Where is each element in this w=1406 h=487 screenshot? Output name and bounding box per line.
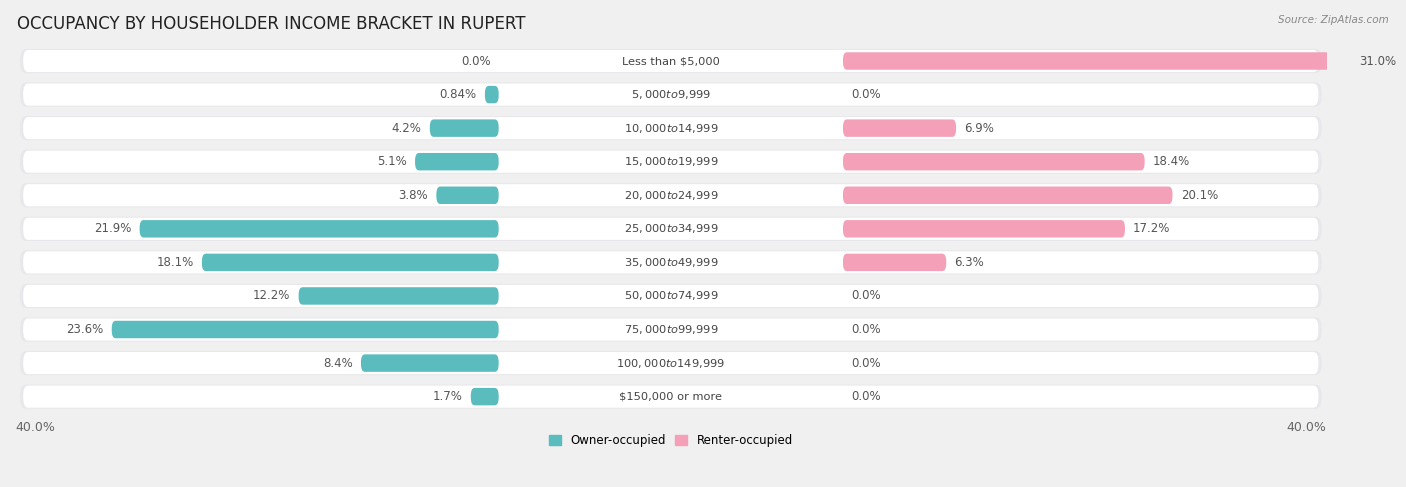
Text: $100,000 to $149,999: $100,000 to $149,999 bbox=[616, 356, 725, 370]
FancyBboxPatch shape bbox=[22, 318, 1319, 340]
FancyBboxPatch shape bbox=[22, 150, 1319, 173]
Text: $20,000 to $24,999: $20,000 to $24,999 bbox=[624, 189, 718, 202]
Text: 4.2%: 4.2% bbox=[392, 122, 422, 134]
FancyBboxPatch shape bbox=[20, 150, 1322, 174]
FancyBboxPatch shape bbox=[844, 254, 946, 271]
FancyBboxPatch shape bbox=[844, 153, 1144, 170]
Text: 40.0%: 40.0% bbox=[15, 421, 55, 434]
Legend: Owner-occupied, Renter-occupied: Owner-occupied, Renter-occupied bbox=[544, 430, 797, 452]
Text: 40.0%: 40.0% bbox=[1286, 421, 1327, 434]
Text: 3.8%: 3.8% bbox=[398, 189, 429, 202]
Text: $15,000 to $19,999: $15,000 to $19,999 bbox=[624, 155, 718, 168]
Text: 0.0%: 0.0% bbox=[851, 323, 880, 336]
Text: 18.1%: 18.1% bbox=[156, 256, 194, 269]
FancyBboxPatch shape bbox=[415, 153, 499, 170]
FancyBboxPatch shape bbox=[844, 187, 1173, 204]
FancyBboxPatch shape bbox=[20, 250, 1322, 275]
Text: $10,000 to $14,999: $10,000 to $14,999 bbox=[624, 122, 718, 134]
FancyBboxPatch shape bbox=[844, 220, 1125, 238]
FancyBboxPatch shape bbox=[22, 50, 1319, 72]
Text: 20.1%: 20.1% bbox=[1181, 189, 1218, 202]
Text: $5,000 to $9,999: $5,000 to $9,999 bbox=[631, 88, 711, 101]
Text: $25,000 to $34,999: $25,000 to $34,999 bbox=[624, 223, 718, 235]
Text: $35,000 to $49,999: $35,000 to $49,999 bbox=[624, 256, 718, 269]
FancyBboxPatch shape bbox=[22, 83, 1319, 106]
FancyBboxPatch shape bbox=[436, 187, 499, 204]
FancyBboxPatch shape bbox=[20, 183, 1322, 207]
FancyBboxPatch shape bbox=[111, 321, 499, 338]
Text: 6.9%: 6.9% bbox=[965, 122, 994, 134]
Text: 1.7%: 1.7% bbox=[433, 390, 463, 403]
Text: 0.0%: 0.0% bbox=[851, 289, 880, 302]
Text: 0.0%: 0.0% bbox=[851, 88, 880, 101]
Text: 0.0%: 0.0% bbox=[851, 390, 880, 403]
FancyBboxPatch shape bbox=[22, 352, 1319, 374]
FancyBboxPatch shape bbox=[20, 49, 1322, 73]
FancyBboxPatch shape bbox=[139, 220, 499, 238]
Text: 21.9%: 21.9% bbox=[94, 223, 131, 235]
Text: Less than $5,000: Less than $5,000 bbox=[621, 56, 720, 66]
FancyBboxPatch shape bbox=[22, 285, 1319, 307]
FancyBboxPatch shape bbox=[22, 218, 1319, 240]
FancyBboxPatch shape bbox=[22, 386, 1319, 408]
FancyBboxPatch shape bbox=[361, 355, 499, 372]
FancyBboxPatch shape bbox=[20, 116, 1322, 140]
FancyBboxPatch shape bbox=[844, 52, 1351, 70]
Text: OCCUPANCY BY HOUSEHOLDER INCOME BRACKET IN RUPERT: OCCUPANCY BY HOUSEHOLDER INCOME BRACKET … bbox=[17, 15, 526, 33]
FancyBboxPatch shape bbox=[471, 388, 499, 405]
Text: 0.84%: 0.84% bbox=[440, 88, 477, 101]
Text: 0.0%: 0.0% bbox=[851, 356, 880, 370]
Text: 8.4%: 8.4% bbox=[323, 356, 353, 370]
Text: 23.6%: 23.6% bbox=[66, 323, 104, 336]
Text: $75,000 to $99,999: $75,000 to $99,999 bbox=[624, 323, 718, 336]
FancyBboxPatch shape bbox=[20, 351, 1322, 375]
FancyBboxPatch shape bbox=[20, 217, 1322, 241]
Text: $50,000 to $74,999: $50,000 to $74,999 bbox=[624, 289, 718, 302]
FancyBboxPatch shape bbox=[844, 119, 956, 137]
Text: $150,000 or more: $150,000 or more bbox=[619, 392, 723, 402]
FancyBboxPatch shape bbox=[298, 287, 499, 305]
Text: 18.4%: 18.4% bbox=[1153, 155, 1189, 168]
Text: 5.1%: 5.1% bbox=[377, 155, 406, 168]
Text: 0.0%: 0.0% bbox=[461, 55, 491, 68]
FancyBboxPatch shape bbox=[22, 251, 1319, 274]
FancyBboxPatch shape bbox=[20, 284, 1322, 308]
FancyBboxPatch shape bbox=[202, 254, 499, 271]
FancyBboxPatch shape bbox=[485, 86, 499, 103]
FancyBboxPatch shape bbox=[22, 184, 1319, 206]
FancyBboxPatch shape bbox=[22, 117, 1319, 139]
Text: 31.0%: 31.0% bbox=[1360, 55, 1396, 68]
FancyBboxPatch shape bbox=[20, 318, 1322, 341]
FancyBboxPatch shape bbox=[20, 82, 1322, 107]
FancyBboxPatch shape bbox=[20, 385, 1322, 409]
Text: 6.3%: 6.3% bbox=[955, 256, 984, 269]
FancyBboxPatch shape bbox=[430, 119, 499, 137]
Text: 17.2%: 17.2% bbox=[1133, 223, 1171, 235]
Text: Source: ZipAtlas.com: Source: ZipAtlas.com bbox=[1278, 15, 1389, 25]
Text: 12.2%: 12.2% bbox=[253, 289, 291, 302]
